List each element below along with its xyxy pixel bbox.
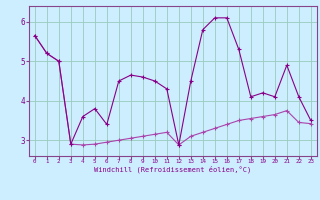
X-axis label: Windchill (Refroidissement éolien,°C): Windchill (Refroidissement éolien,°C) — [94, 166, 252, 173]
